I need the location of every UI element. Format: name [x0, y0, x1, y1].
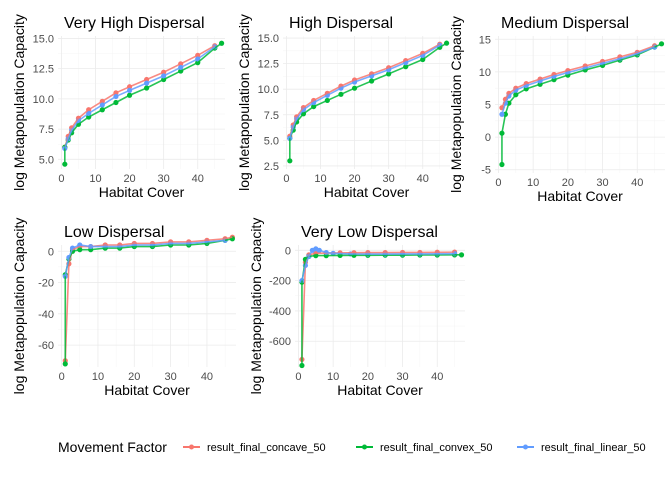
- legend-label-convex: result_final_convex_50: [380, 442, 493, 454]
- y-tick-label: 0: [48, 246, 54, 258]
- panel-4: 0 10 20 30 40 -600 -400 -200 0 Very Low Dispersal…: [248, 218, 465, 398]
- y-tick-label: 10.0: [33, 94, 54, 106]
- legend-item-linear: result_final_linear_50: [517, 442, 646, 454]
- x-tick-label: 10: [527, 177, 539, 189]
- y-tick-label: 15.0: [33, 33, 54, 45]
- y-axis-title: log Metapopulation Capacity: [248, 218, 264, 395]
- x-axis-title: Habitat Cover: [337, 382, 423, 398]
- panel-title: High Dispersal: [289, 15, 393, 32]
- y-tick-label: 15.0: [258, 33, 279, 45]
- line-linear: [64, 46, 216, 149]
- legend-item-concave: result_final_concave_50: [183, 442, 326, 454]
- y-tick-label: -5: [481, 165, 491, 177]
- legend-title: Movement Factor: [58, 439, 167, 455]
- x-tick-label: 40: [201, 371, 213, 383]
- panel-3: 0 10 20 30 40 -60 -40 -20 0 Low Dispersal Habitat …: [11, 218, 236, 398]
- y-tick-label: 0: [485, 132, 491, 144]
- line-concave: [301, 251, 455, 360]
- y-tick-label: 12.5: [258, 59, 279, 71]
- y-tick-label: 2.5: [264, 161, 279, 173]
- line-concave: [64, 44, 216, 148]
- y-tick-label: 5: [485, 100, 491, 112]
- x-tick-label: 40: [631, 177, 643, 189]
- x-axis-title: Habitat Cover: [537, 188, 623, 204]
- line-convex: [289, 42, 448, 161]
- y-tick-label: 5.0: [264, 135, 279, 147]
- legend-label-linear: result_final_linear_50: [541, 442, 646, 454]
- y-axis-title: log Metapopulation Capacity: [11, 14, 27, 191]
- panel-title: Very High Dispersal: [64, 15, 205, 32]
- line-linear: [301, 247, 455, 281]
- y-axis-title: log Metapopulation Capacity: [236, 14, 252, 191]
- y-tick-label: -60: [38, 340, 54, 352]
- x-tick-label: 20: [348, 173, 360, 185]
- x-tick-label: 30: [164, 371, 176, 383]
- legend-key-point-concave: [189, 444, 194, 450]
- x-tick-label: 20: [123, 173, 135, 185]
- line-concave: [501, 45, 655, 109]
- x-tick-label: 30: [383, 173, 395, 185]
- x-tick-label: 40: [192, 173, 204, 185]
- legend-label-concave: result_final_concave_50: [207, 442, 326, 454]
- x-tick-label: 30: [396, 371, 408, 383]
- line-concave: [289, 43, 441, 137]
- x-tick-label: 10: [89, 173, 101, 185]
- y-tick-label: 0: [285, 245, 291, 257]
- x-tick-label: 0: [495, 177, 501, 189]
- y-axis-title: log Metapopulation Capacity: [11, 218, 27, 395]
- panels: 0 10 20 30 40 5.0 7.5 10.0 12.5 15.0 Very High Dis…: [11, 14, 665, 398]
- y-tick-label: 15: [479, 34, 491, 46]
- y-tick-label: -600: [269, 336, 291, 348]
- panel-title: Medium Dispersal: [501, 15, 629, 32]
- x-tick-label: 30: [158, 173, 170, 185]
- x-tick-label: 0: [295, 371, 301, 383]
- x-tick-label: 0: [283, 173, 289, 185]
- y-tick-label: -20: [38, 278, 54, 290]
- y-tick-label: 7.5: [264, 110, 279, 122]
- x-tick-label: 30: [596, 177, 608, 189]
- y-tick-label: 10.0: [258, 84, 279, 96]
- y-tick-label: -200: [269, 276, 291, 288]
- x-tick-label: 10: [92, 371, 104, 383]
- x-tick-label: 20: [562, 177, 574, 189]
- x-tick-label: 0: [59, 371, 65, 383]
- panel-1: 0 10 20 30 40 2.5 5.0 7.5 10.0 12.5 15.0 High Dispe…: [236, 14, 450, 200]
- x-tick-label: 0: [58, 173, 64, 185]
- x-tick-label: 10: [314, 173, 326, 185]
- panel-title: Very Low Dispersal: [301, 224, 438, 241]
- legend-key-point-linear: [523, 444, 528, 450]
- legend: Movement Factor result_final_concave_50 …: [58, 439, 646, 455]
- x-axis-title: Habitat Cover: [104, 382, 190, 398]
- x-tick-label: 20: [362, 371, 374, 383]
- legend-key-point-convex: [362, 444, 367, 450]
- panel-0: 0 10 20 30 40 5.0 7.5 10.0 12.5 15.0 Very High Dis…: [11, 14, 225, 200]
- line-linear: [289, 44, 441, 139]
- y-tick-label: 12.5: [33, 64, 54, 76]
- y-tick-label: 5.0: [39, 154, 54, 166]
- x-axis-title: Habitat Cover: [99, 184, 185, 200]
- panel-title: Low Dispersal: [64, 224, 164, 241]
- y-tick-label: 10: [479, 67, 491, 79]
- x-tick-label: 10: [327, 371, 339, 383]
- y-tick-label: -40: [38, 309, 54, 321]
- line-convex: [501, 43, 662, 165]
- line-linear: [501, 46, 655, 115]
- x-tick-label: 40: [417, 173, 429, 185]
- x-tick-label: 20: [128, 371, 140, 383]
- x-tick-label: 40: [431, 371, 443, 383]
- legend-item-convex: result_final_convex_50: [356, 442, 493, 454]
- panel-2: 0 10 20 30 40 -5 0 5 10 15 Medium Dispersal Habitat…: [448, 15, 665, 204]
- line-convex: [301, 254, 462, 366]
- y-tick-label: -400: [269, 306, 291, 318]
- y-tick-label: 7.5: [39, 124, 54, 136]
- y-axis-title: log Metapopulation Capacity: [448, 16, 464, 193]
- line-linear: [64, 239, 226, 277]
- x-axis-title: Habitat Cover: [324, 184, 410, 200]
- line-concave: [64, 236, 233, 361]
